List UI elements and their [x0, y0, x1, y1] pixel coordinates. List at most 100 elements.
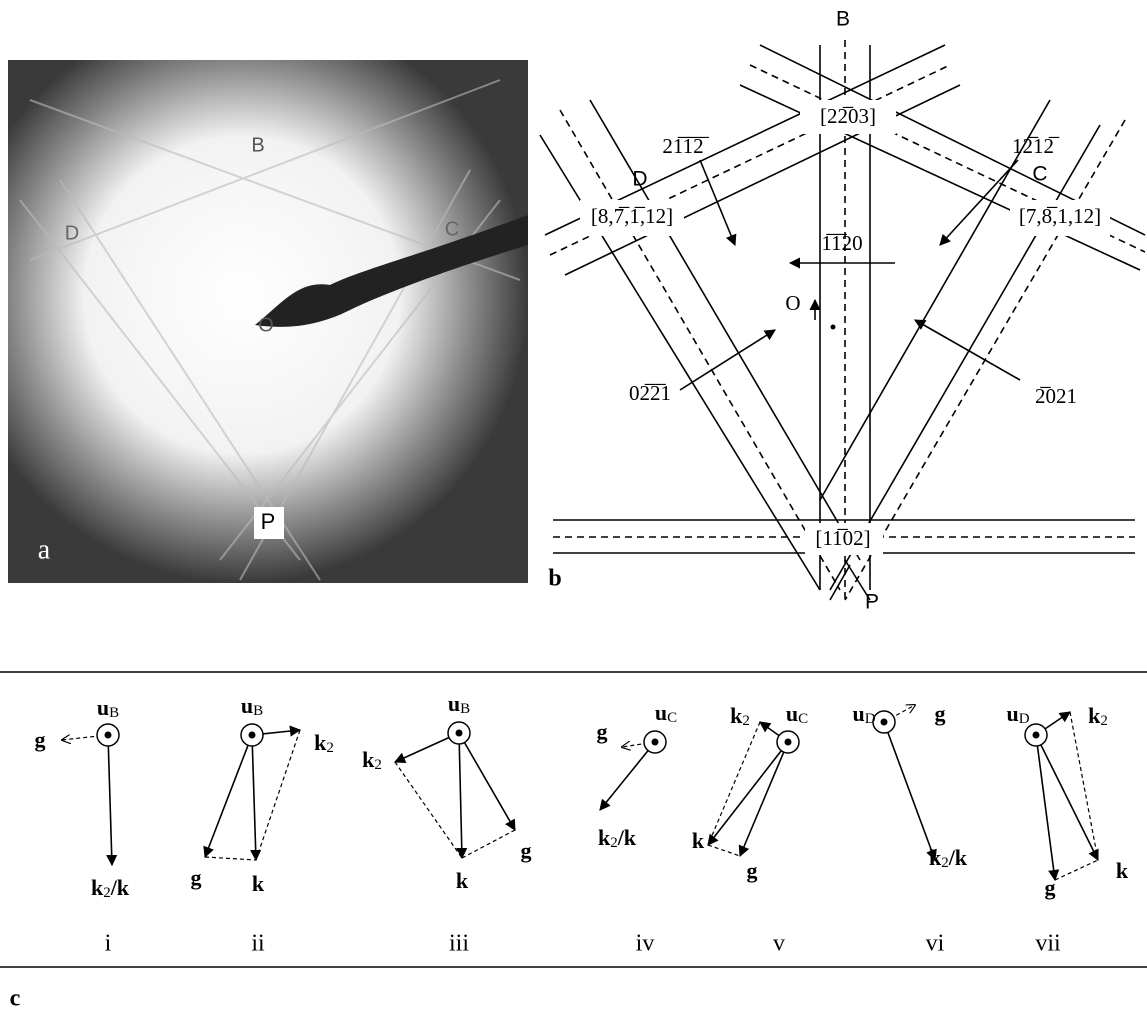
label-main: u [655, 700, 667, 725]
panel-label: b [548, 566, 561, 592]
pole-label: B [836, 8, 850, 31]
vector-label: g [191, 865, 202, 890]
vector-label: g [1045, 875, 1056, 900]
vector-arrow [459, 733, 515, 830]
pole-label: P [261, 509, 276, 534]
vector-label: k [1116, 858, 1129, 883]
label-sub: D [1019, 711, 1030, 727]
vector-arrow [459, 733, 462, 858]
label-sub: 2 [374, 757, 382, 773]
dashed-line [462, 830, 515, 858]
label-after: /k [617, 825, 637, 850]
beam-dot [881, 719, 888, 726]
vector-arrow [1036, 735, 1098, 860]
case-numeral: ii [251, 931, 265, 957]
panel-label: a [38, 534, 51, 565]
label-main: g [935, 701, 946, 726]
vector-label: uC [655, 700, 677, 726]
vector-label: k2 [1088, 703, 1108, 729]
case-numeral: vi [926, 931, 945, 957]
vector-arrow [205, 735, 252, 857]
origin-label: O [258, 314, 274, 336]
vector-arrow [252, 735, 256, 860]
dashed-line [1055, 860, 1098, 880]
label-sub: C [798, 711, 808, 727]
dashed-line [256, 730, 300, 860]
label-sub: B [460, 701, 470, 717]
label-sub: 2 [103, 885, 111, 901]
trace-label: 12̅12̅ [1012, 134, 1060, 158]
vector-label: uB [241, 693, 263, 719]
label-main: g [35, 727, 46, 752]
label-main: k [252, 871, 265, 896]
label-main: k [314, 730, 327, 755]
label-sub: B [109, 705, 119, 721]
label-main: k [730, 703, 743, 728]
zone-axis: [7,8̅,1,12] [1019, 204, 1101, 228]
label-main: k [362, 747, 375, 772]
label-main: u [448, 691, 460, 716]
panel-a: B D C O P a [8, 60, 528, 583]
trace-label: 21̅1̅2̅ [662, 134, 709, 158]
dashed-line [1070, 712, 1098, 860]
label-main: k [929, 845, 942, 870]
vector-arrow [1036, 735, 1055, 880]
label-sub: 2 [1100, 713, 1108, 729]
vector-arrow [108, 735, 112, 865]
dashed-line [395, 762, 462, 858]
vector-arrow [708, 742, 788, 845]
vector-label: k2 [730, 703, 750, 729]
trace-label: 02̅2̅1 [629, 381, 671, 405]
dashed-line [708, 845, 740, 856]
vector-arrow [884, 722, 935, 860]
label-main: u [241, 693, 253, 718]
label-sub: 2 [941, 855, 949, 871]
origin-label: O [785, 291, 800, 315]
case-numeral: vii [1035, 931, 1061, 957]
label-main: g [191, 865, 202, 890]
vector-label: uD [852, 701, 875, 727]
zone-axis: [8,7̅,1̅,12] [591, 204, 673, 228]
label-main: k [1116, 858, 1129, 883]
label-sub: D [865, 711, 876, 727]
vector-arrow [600, 742, 655, 810]
vector-label: k [456, 868, 469, 893]
vector-label: uB [97, 695, 119, 721]
beam-dot [1033, 732, 1040, 739]
label-main: u [97, 695, 109, 720]
trace-label: 1̅1̅20 [821, 231, 862, 255]
vector-arrow [740, 742, 788, 856]
vector-label: g [521, 838, 532, 863]
vector-label: k [252, 871, 265, 896]
vector-label: g [935, 701, 946, 726]
panel-label: c [10, 986, 21, 1012]
label-sub: 2 [326, 740, 334, 756]
vector-label: g [35, 727, 46, 752]
vector-label: k2/k [598, 825, 637, 851]
pole-label: B [251, 134, 264, 156]
label-main: k [692, 828, 705, 853]
label-main: g [747, 858, 758, 883]
label-sub: 2 [610, 835, 618, 851]
panel-b: B D C P O [22̅03] [8,7̅,1̅,12] [7,8̅,1,1… [540, 8, 1145, 614]
vector-label: k2 [314, 730, 334, 756]
label-main: k [1088, 703, 1101, 728]
beam-dot [785, 739, 792, 746]
beam-dot [249, 732, 256, 739]
vector-label: k2/k [929, 845, 968, 871]
figure: B D C O P a B D C P [0, 0, 1147, 1034]
vector-label: uD [1006, 701, 1029, 727]
label-after: /k [110, 875, 130, 900]
trace-label: 2̅021 [1035, 384, 1077, 408]
pole-label: C [445, 218, 459, 240]
label-main: k [598, 825, 611, 850]
case-numeral: i [105, 931, 112, 957]
label-main: g [1045, 875, 1056, 900]
pole-label: C [1032, 163, 1047, 186]
label-sub: 2 [742, 713, 750, 729]
label-main: u [786, 701, 798, 726]
vector-label: g [597, 719, 608, 744]
